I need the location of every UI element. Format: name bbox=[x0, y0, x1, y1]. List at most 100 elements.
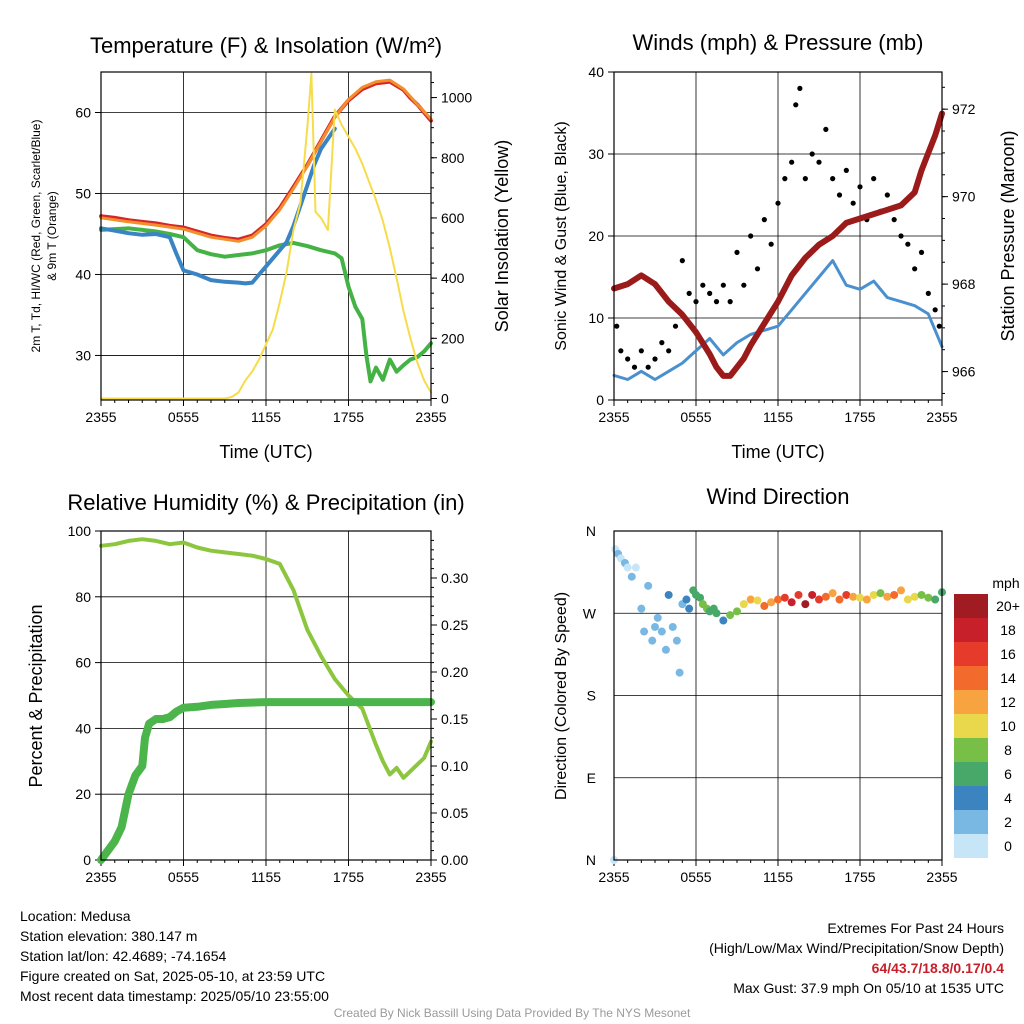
humidity-y2-tick-label: 0.25 bbox=[441, 617, 468, 633]
colorbar-label: 20+ bbox=[996, 598, 1020, 614]
recent-data-timestamp: Most recent data timestamp: 2025/05/10 2… bbox=[20, 988, 329, 1004]
wind-direction-point bbox=[640, 627, 649, 636]
gust-point bbox=[925, 290, 931, 296]
gust-point bbox=[836, 192, 843, 198]
gust-point bbox=[741, 282, 747, 288]
humidity-y2-tick-label: 0.20 bbox=[441, 664, 468, 680]
gust-point bbox=[823, 126, 829, 132]
temperature-ylabel-left-1: 2m T, Td, HI/WC (Red, Green, Scarlet/Blu… bbox=[29, 120, 43, 353]
temperature-x-tick-label: 2355 bbox=[415, 409, 446, 425]
wind-direction-point bbox=[876, 589, 885, 598]
gust-point bbox=[898, 233, 904, 239]
wind-direction-point bbox=[668, 622, 677, 631]
winds-x-tick-label: 2355 bbox=[598, 409, 629, 425]
gust-point bbox=[830, 176, 836, 182]
temperature-y-tick-label: 60 bbox=[75, 104, 91, 120]
station-pressure-line bbox=[611, 110, 945, 379]
humidity-y-tick-label: 100 bbox=[68, 523, 92, 539]
humidity-y2-tick-label: 0.00 bbox=[441, 852, 468, 868]
wind-direction-point bbox=[712, 609, 721, 618]
gust-point bbox=[748, 233, 754, 239]
winds-y-tick-label: 0 bbox=[596, 392, 604, 408]
winds-y-tick-label: 10 bbox=[588, 310, 604, 326]
colorbar-swatch bbox=[954, 810, 988, 834]
direction-title: Wind Direction bbox=[706, 484, 849, 509]
wind-direction-point bbox=[903, 595, 912, 604]
winds-y2-tick-label: 968 bbox=[952, 276, 976, 292]
winds-plot-frame bbox=[613, 71, 943, 401]
dewpoint-line bbox=[99, 226, 433, 384]
gust-point bbox=[727, 299, 733, 305]
wind-direction-point bbox=[664, 590, 673, 599]
humidity-x-tick-label: 1755 bbox=[333, 869, 364, 885]
colorbar-label: 14 bbox=[1000, 670, 1016, 686]
gust-point bbox=[871, 176, 877, 182]
direction-ylabel-left: Direction (Colored By Speed) bbox=[553, 592, 570, 800]
gust-point bbox=[789, 159, 795, 165]
direction-x-tick-label: 1155 bbox=[763, 869, 793, 885]
extremes-values: 64/43.7/18.8/0.17/0.4 bbox=[871, 960, 1004, 976]
colorbar-label: 12 bbox=[1000, 694, 1016, 710]
direction-panel: Wind Direction Direction (Colored By Spe… bbox=[553, 484, 1020, 885]
gust-point bbox=[720, 282, 726, 288]
gust-point bbox=[843, 167, 849, 173]
winds-y-tick-label: 20 bbox=[588, 228, 604, 244]
gust-point bbox=[768, 241, 774, 247]
gust-point bbox=[614, 323, 620, 329]
wind-direction-point bbox=[883, 592, 892, 601]
wind-direction-point bbox=[648, 636, 657, 645]
colorbar-swatch bbox=[954, 714, 988, 738]
humidity-x-tick-label: 1155 bbox=[251, 869, 281, 885]
extremes-title: Extremes For Past 24 Hours bbox=[827, 920, 1004, 936]
figure-created: Figure created on Sat, 2025-05-10, at 23… bbox=[20, 968, 326, 984]
wind-direction-point bbox=[835, 595, 844, 604]
humidity-x-tick-label: 0555 bbox=[168, 869, 199, 885]
direction-x-tick-label: 2355 bbox=[926, 869, 957, 885]
wind-direction-point bbox=[651, 622, 659, 631]
colorbar-label: 6 bbox=[1004, 766, 1012, 782]
temperature-x-tick-label: 1155 bbox=[251, 409, 281, 425]
gust-point bbox=[761, 217, 767, 223]
wind-direction-point bbox=[696, 593, 705, 602]
gust-point bbox=[809, 151, 815, 157]
wind-direction-point bbox=[801, 600, 810, 609]
temperature-y2-tick-label: 1000 bbox=[441, 90, 472, 106]
wind-direction-point bbox=[627, 572, 636, 581]
wind-direction-point bbox=[815, 595, 823, 604]
gust-point bbox=[679, 258, 685, 264]
wind-direction-point bbox=[767, 598, 776, 607]
humidity-ylabel-left: Percent & Precipitation bbox=[26, 604, 46, 787]
winds-panel: Winds (mph) & Pressure (mb) Time (UTC) S… bbox=[553, 30, 1018, 462]
gust-point bbox=[666, 348, 672, 354]
gust-point bbox=[816, 159, 822, 165]
colorbar-swatch bbox=[954, 666, 988, 690]
gust-point bbox=[700, 282, 706, 288]
wind-direction-point bbox=[794, 590, 803, 599]
humidity-y-tick-label: 20 bbox=[75, 786, 91, 802]
temperature-plot-frame bbox=[100, 71, 432, 401]
wind-direction-point bbox=[685, 604, 694, 613]
max-gust: Max Gust: 37.9 mph On 05/10 at 1535 UTC bbox=[733, 980, 1004, 996]
wind-direction-point bbox=[890, 590, 899, 599]
wind-direction-point bbox=[631, 563, 640, 572]
colorbar-label: 18 bbox=[1000, 622, 1016, 638]
wind-direction-point bbox=[733, 607, 741, 616]
gust-point bbox=[754, 266, 761, 272]
temperature-panel: Temperature (F) & Insolation (W/m²) Time… bbox=[29, 33, 512, 462]
winds-ylabel-right: Station Pressure (Maroon) bbox=[998, 130, 1018, 341]
temperature-y2-tick-label: 400 bbox=[441, 270, 465, 286]
humidity-y-tick-label: 80 bbox=[75, 589, 91, 605]
humidity-panel: Relative Humidity (%) & Precipitation (i… bbox=[26, 490, 468, 885]
colorbar-swatch bbox=[954, 594, 988, 618]
colorbar-label: 8 bbox=[1004, 742, 1012, 758]
wind-direction-point bbox=[653, 613, 662, 622]
humidity-y-tick-label: 40 bbox=[75, 720, 91, 736]
direction-x-tick-label: 2355 bbox=[598, 869, 629, 885]
gust-point bbox=[912, 266, 918, 272]
wind-direction-point bbox=[753, 596, 762, 605]
temperature-ylabel-right: Solar Insolation (Yellow) bbox=[492, 140, 512, 332]
gust-point bbox=[775, 200, 781, 206]
direction-x-tick-label: 0555 bbox=[680, 869, 711, 885]
wind-direction-point bbox=[856, 593, 864, 602]
wind-direction-point bbox=[682, 595, 691, 604]
